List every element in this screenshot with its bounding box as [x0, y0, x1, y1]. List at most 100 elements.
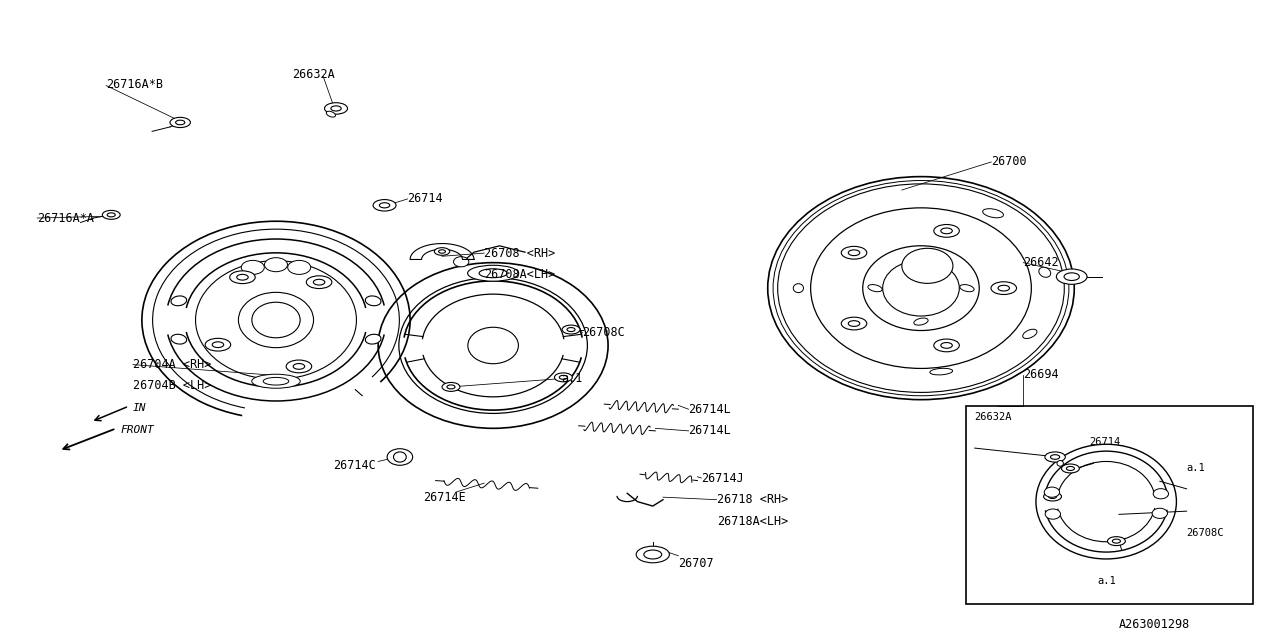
Circle shape [991, 282, 1016, 294]
Circle shape [1061, 464, 1079, 473]
Text: 26718 <RH>: 26718 <RH> [717, 493, 788, 506]
Text: a.1: a.1 [1097, 576, 1116, 586]
Text: A263001298: A263001298 [1119, 618, 1190, 631]
Ellipse shape [960, 285, 974, 292]
Ellipse shape [1023, 329, 1037, 339]
Text: 26714L: 26714L [689, 403, 731, 416]
Ellipse shape [172, 296, 187, 306]
Circle shape [175, 120, 184, 125]
Text: 26708A<LH>: 26708A<LH> [484, 268, 556, 280]
Circle shape [644, 550, 662, 559]
Circle shape [330, 106, 342, 111]
Circle shape [434, 248, 449, 255]
Circle shape [1048, 495, 1056, 499]
Text: FRONT: FRONT [120, 425, 154, 435]
Circle shape [379, 203, 389, 208]
Circle shape [636, 546, 669, 563]
Ellipse shape [914, 318, 928, 325]
Ellipse shape [983, 209, 1004, 218]
Ellipse shape [172, 334, 187, 344]
Circle shape [1112, 539, 1120, 543]
Text: 26714C: 26714C [334, 459, 376, 472]
Text: 26708C: 26708C [582, 326, 625, 339]
Circle shape [205, 339, 230, 351]
Circle shape [212, 342, 224, 348]
Circle shape [102, 211, 120, 220]
Text: a.1: a.1 [1187, 463, 1206, 473]
Circle shape [170, 117, 191, 127]
Text: 26714E: 26714E [422, 491, 466, 504]
Circle shape [1056, 269, 1087, 284]
Ellipse shape [914, 251, 928, 259]
Ellipse shape [794, 284, 804, 292]
Ellipse shape [1152, 508, 1167, 518]
Circle shape [447, 385, 454, 389]
Text: 26707: 26707 [678, 557, 714, 570]
Text: a.1: a.1 [561, 372, 582, 385]
Text: 26632A: 26632A [974, 412, 1012, 422]
Circle shape [554, 373, 572, 382]
Text: 26714: 26714 [1089, 437, 1121, 447]
Circle shape [237, 275, 248, 280]
Circle shape [849, 321, 860, 326]
Circle shape [1044, 452, 1065, 462]
Ellipse shape [467, 265, 518, 281]
Ellipse shape [326, 111, 335, 117]
Circle shape [1066, 467, 1074, 470]
Circle shape [1107, 537, 1125, 545]
Circle shape [306, 276, 332, 289]
Ellipse shape [387, 449, 412, 465]
Text: 26716A*A: 26716A*A [37, 212, 95, 225]
Circle shape [559, 375, 567, 380]
Ellipse shape [265, 258, 288, 272]
Text: 26714J: 26714J [701, 472, 744, 484]
Ellipse shape [929, 368, 952, 375]
Circle shape [442, 383, 460, 392]
Ellipse shape [264, 378, 289, 385]
Ellipse shape [868, 285, 882, 292]
Ellipse shape [902, 248, 952, 284]
Ellipse shape [242, 260, 264, 275]
Text: 26694: 26694 [1023, 367, 1059, 381]
Text: 26714L: 26714L [689, 424, 731, 437]
Circle shape [1051, 454, 1060, 460]
Ellipse shape [365, 334, 381, 344]
Text: 26718A<LH>: 26718A<LH> [717, 515, 788, 528]
Text: 26700: 26700 [991, 156, 1027, 168]
Ellipse shape [252, 374, 301, 388]
Circle shape [439, 250, 445, 253]
Ellipse shape [1039, 268, 1051, 277]
Ellipse shape [453, 257, 468, 267]
Circle shape [372, 200, 396, 211]
Text: 26632A: 26632A [293, 68, 335, 81]
Circle shape [314, 279, 325, 285]
Circle shape [1043, 492, 1061, 501]
Text: 26708C: 26708C [1187, 529, 1224, 538]
Circle shape [562, 325, 580, 334]
Ellipse shape [1046, 509, 1061, 519]
Circle shape [287, 360, 312, 372]
Bar [965, 406, 1253, 604]
Text: 26714: 26714 [407, 193, 443, 205]
Text: 26704B <LH>: 26704B <LH> [133, 379, 211, 392]
Circle shape [108, 213, 115, 217]
Ellipse shape [288, 260, 311, 275]
Text: IN: IN [133, 403, 146, 413]
Circle shape [998, 285, 1010, 291]
Circle shape [229, 271, 255, 284]
Circle shape [325, 102, 347, 114]
Circle shape [941, 342, 952, 348]
Text: 26716A*B: 26716A*B [106, 77, 163, 91]
Ellipse shape [1153, 489, 1169, 499]
Circle shape [293, 364, 305, 369]
Text: 26704A <RH>: 26704A <RH> [133, 358, 211, 371]
Circle shape [934, 225, 959, 237]
Text: 26642: 26642 [1023, 256, 1059, 269]
Circle shape [849, 250, 860, 255]
Circle shape [941, 228, 952, 234]
Text: 26708 <RH>: 26708 <RH> [484, 246, 556, 260]
Ellipse shape [1044, 487, 1060, 497]
Circle shape [934, 339, 959, 352]
Circle shape [1064, 273, 1079, 280]
Circle shape [841, 246, 867, 259]
